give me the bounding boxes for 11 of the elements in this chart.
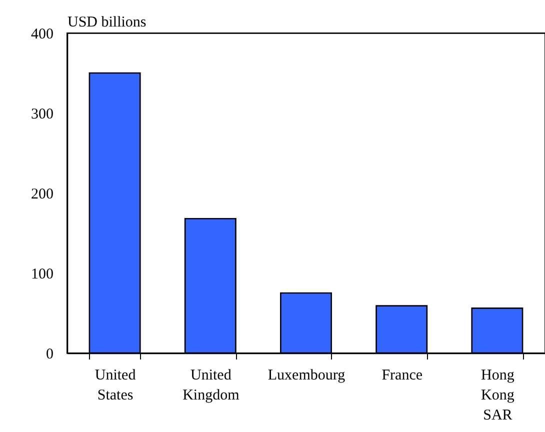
y-tick-label: 100 xyxy=(31,266,54,282)
x-tick-label: Luxembourg xyxy=(268,368,346,384)
y-axis-title: USD billions xyxy=(68,14,146,30)
y-tick-label: 400 xyxy=(31,26,54,42)
x-tick-label: United Kingdom xyxy=(182,368,240,404)
y-tick-label: 300 xyxy=(31,106,54,122)
y-tick-label: 0 xyxy=(46,346,54,362)
y-tick-label: 200 xyxy=(31,186,54,202)
x-tick-label: Hong Kong SAR xyxy=(481,368,515,424)
x-tick-label: France xyxy=(382,368,423,384)
x-tick-label: United States xyxy=(94,368,136,404)
